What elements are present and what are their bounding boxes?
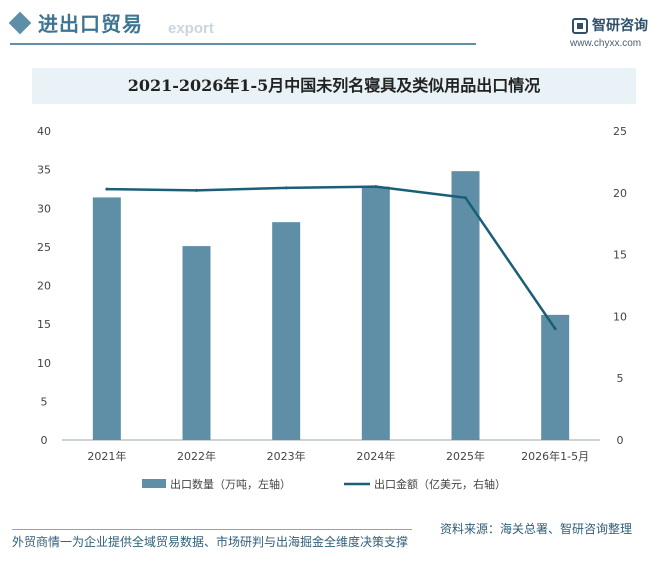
brand-logo-icon (572, 18, 588, 34)
x-axis-tick-label: 2022年 (177, 449, 216, 463)
point-export-value (284, 186, 288, 190)
left-axis-tick-label: 10 (37, 357, 51, 370)
bar-export-volume (451, 171, 480, 441)
right-axis-tick-label: 15 (613, 249, 627, 262)
bar-export-volume (541, 314, 570, 440)
header-divider (10, 43, 476, 45)
section-title: 进出口贸易 (38, 12, 143, 36)
section-subtitle: export (168, 20, 214, 37)
left-axis-tick-label: 35 (37, 164, 51, 177)
left-axis-tick-label: 5 (41, 395, 48, 408)
point-export-value (105, 187, 109, 191)
x-axis-tick-label: 2024年 (356, 449, 395, 463)
bar-export-volume (272, 222, 301, 440)
x-axis-tick-label: 2026年1-5月 (521, 449, 589, 463)
footer-tagline: 外贸商情一为企业提供全域贸易数据、市场研判与出海掘金全维度决策支撑 (12, 535, 409, 549)
point-export-value (195, 188, 198, 192)
brand-url: www.chyxx.com (570, 38, 642, 49)
left-axis-tick-label: 25 (37, 241, 51, 254)
brand-name: 智研咨询 (592, 18, 648, 34)
chart-title: 2021-2026年1-5月中国未列名寝具及类似用品出口情况 (127, 76, 541, 95)
x-axis-tick-label: 2021年 (87, 449, 126, 463)
left-axis-tick-label: 30 (37, 202, 51, 215)
left-axis-tick-label: 40 (37, 125, 51, 138)
x-axis-tick-label: 2023年 (267, 449, 306, 463)
legend-line-label: 出口金额（亿美元，右轴） (374, 477, 506, 491)
left-axis-tick-label: 20 (37, 280, 51, 293)
line-export-value (106, 185, 557, 330)
footer-divider (12, 529, 412, 530)
legend-bar-swatch (142, 479, 166, 488)
bar-export-volume (92, 197, 121, 440)
right-axis-tick-label: 25 (613, 125, 627, 138)
source-note: 资料来源：海关总署、智研咨询整理 (440, 522, 633, 536)
bar-export-volume (361, 186, 390, 440)
x-axis-tick-label: 2025年 (446, 449, 485, 463)
right-axis-tick-label: 0 (617, 434, 624, 447)
right-axis-tick-label: 5 (617, 372, 624, 385)
left-axis-tick-label: 15 (37, 318, 51, 331)
page-header: 进出口贸易 export 智研咨询 www.chyxx.com (0, 0, 668, 54)
point-export-value (374, 185, 378, 189)
left-axis-tick-label: 0 (41, 434, 48, 447)
chart-title-band: 2021-2026年1-5月中国未列名寝具及类似用品出口情况 (32, 68, 636, 104)
legend-bar-label: 出口数量（万吨，左轴） (170, 477, 291, 491)
right-axis-tick-label: 20 (613, 187, 627, 200)
point-export-value (553, 327, 557, 331)
bar-export-volume (182, 246, 211, 440)
point-export-value (464, 196, 467, 200)
right-axis-tick-label: 10 (613, 310, 627, 323)
